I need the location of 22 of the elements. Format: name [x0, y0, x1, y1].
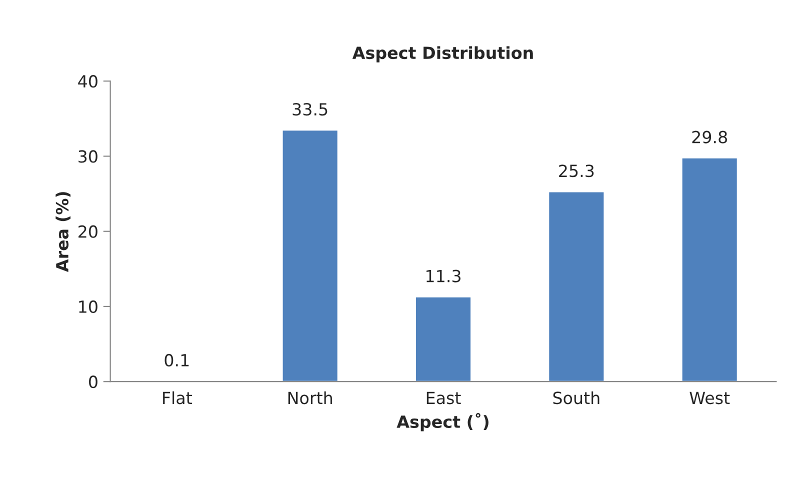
x-tick-label: West: [690, 392, 730, 404]
bar: [281, 129, 339, 382]
data-label: 25.3: [559, 164, 594, 178]
data-label: 0.1: [164, 354, 189, 367]
y-axis-title: Area (%): [56, 192, 70, 272]
data-label: 29.8: [692, 130, 728, 144]
bar: [680, 157, 738, 382]
chart-title: Aspect Distribution: [352, 46, 533, 62]
x-tick-label: Flat: [163, 391, 192, 404]
y-tick-label: 10: [79, 300, 98, 314]
y-tick-label: 30: [78, 150, 98, 163]
x-tick-label: South: [553, 391, 600, 404]
x-tick-label: North: [288, 391, 332, 404]
y-tick-label: 20: [78, 225, 98, 238]
x-axis-title: Aspect (˚): [396, 413, 488, 432]
bar: [414, 296, 472, 382]
y-tick-label: 0: [89, 376, 98, 388]
y-tick-label: 40: [78, 75, 98, 88]
data-label: 11.3: [426, 270, 460, 282]
data-label: 33.5: [292, 102, 328, 116]
x-tick-label: East: [426, 392, 461, 404]
bar: [548, 190, 606, 382]
